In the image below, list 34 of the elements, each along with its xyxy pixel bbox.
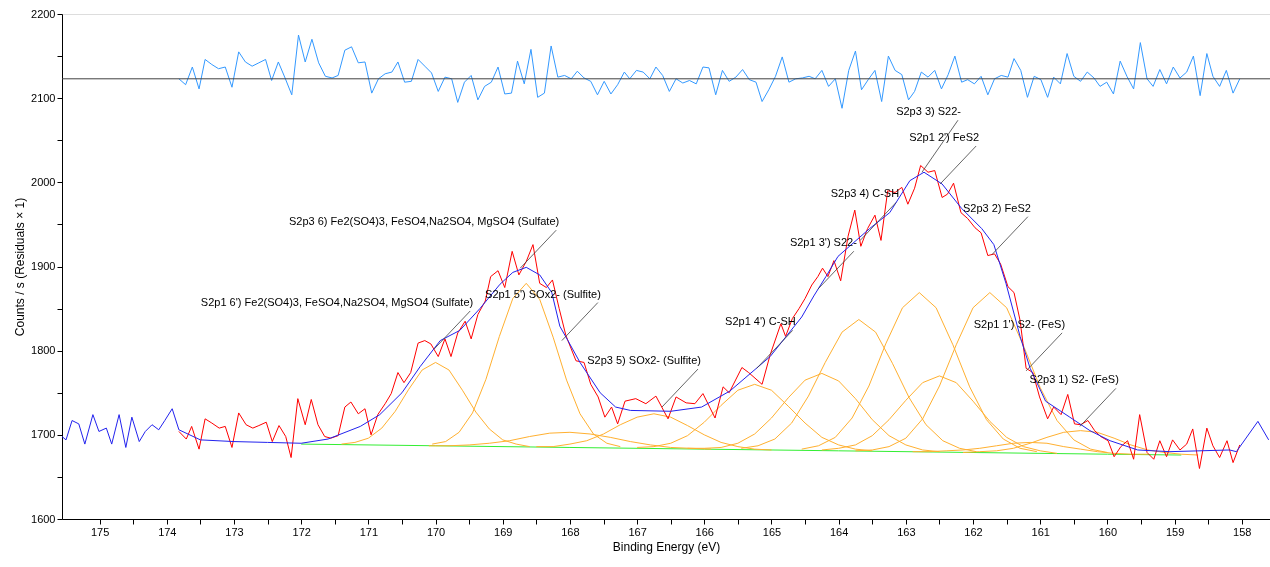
- annotation: S2p3 3) S22-: [896, 105, 962, 118]
- x-tick-label: 162: [964, 525, 983, 538]
- annotation: S2p3 2) FeS2: [962, 201, 1031, 214]
- x-tick-label: 170: [426, 525, 446, 538]
- annotation: S2p3 5) SOx2- (Sulfite): [587, 354, 701, 367]
- x-tick-label: 167: [628, 525, 647, 538]
- annotation: S2p1 4') C-SH: [725, 315, 796, 328]
- y-tick-label: 2000: [31, 175, 56, 188]
- x-axis-title: Binding Energy (eV): [612, 539, 721, 554]
- y-tick-label: 1700: [31, 428, 56, 441]
- x-tick-label: 175: [90, 525, 110, 538]
- annotation: S2p1 2') FeS2: [909, 131, 980, 144]
- x-tick-label: 172: [292, 525, 311, 538]
- x-tick-label: 173: [225, 525, 244, 538]
- x-tick-label: 160: [1098, 525, 1118, 538]
- x-tick-label: 168: [561, 525, 580, 538]
- y-tick-label: 2100: [31, 91, 56, 104]
- annotation: S2p1 6') Fe2(SO4)3, FeSO4,Na2SO4, MgSO4 (Sulfate): [200, 295, 474, 308]
- x-tick-label: 171: [359, 525, 379, 538]
- x-tick-label: 165: [762, 525, 782, 538]
- y-tick-label: 1900: [31, 260, 56, 272]
- y-tick-label: 1800: [31, 344, 56, 357]
- x-tick-label: 169: [494, 525, 513, 538]
- y-tick-label: 2200: [31, 7, 56, 20]
- x-tick-label: 174: [158, 525, 177, 538]
- y-axis-title: Counts / s (Residuals × 1): [13, 197, 28, 337]
- x-tick-label: 163: [897, 525, 916, 538]
- x-tick-label: 164: [829, 525, 849, 538]
- x-tick-label: 161: [1031, 525, 1050, 538]
- x-tick-label: 166: [695, 525, 714, 538]
- x-tick-label: 158: [1233, 525, 1252, 538]
- y-tick-label: 1600: [31, 512, 56, 525]
- annotation: S2p3 6) Fe2(SO4)3, FeSO4,Na2SO4, MgSO4 (Sulfate): [288, 215, 560, 228]
- x-tick-label: 159: [1165, 525, 1185, 538]
